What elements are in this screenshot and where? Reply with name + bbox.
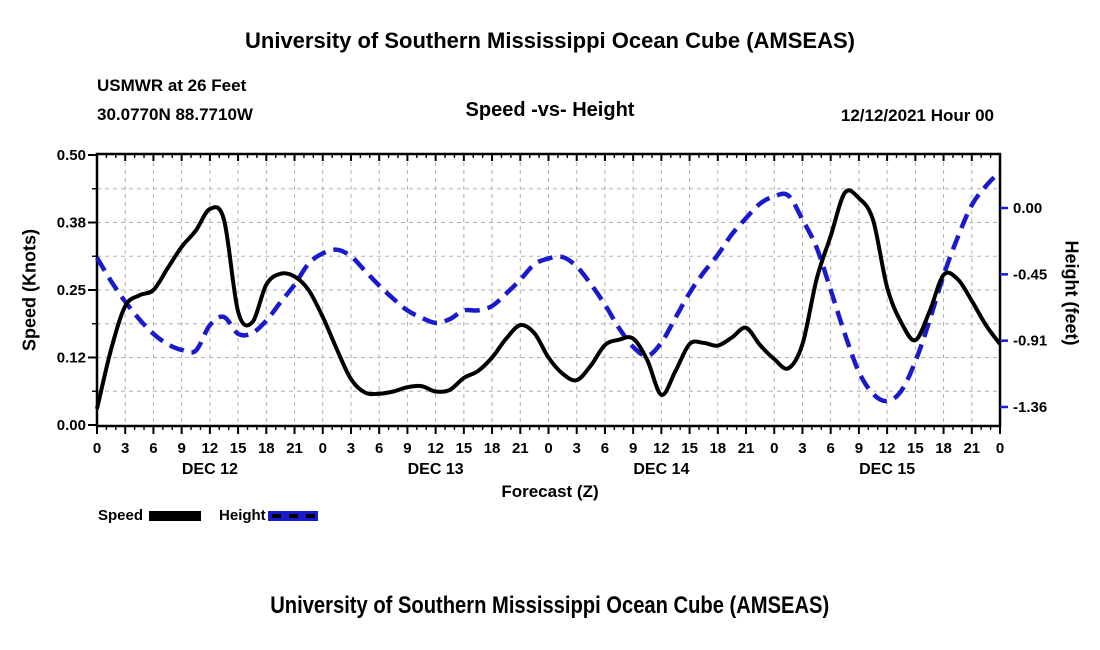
- right-tick-label: -1.36: [1013, 399, 1047, 416]
- left-tick-label: 0.12: [57, 350, 86, 367]
- page-title: University of Southern Mississippi Ocean…: [245, 28, 855, 53]
- x-tick-label: 15: [456, 440, 473, 457]
- height-line: [95, 169, 1002, 404]
- station-label: USMWR at 26 Feet: [97, 76, 247, 95]
- x-tick-label: 12: [879, 440, 896, 457]
- right-axis-title: Height (feet): [1061, 240, 1082, 346]
- x-tick-label: 9: [629, 440, 637, 457]
- day-label: DEC 13: [408, 461, 464, 478]
- x-tick-label: 18: [935, 440, 952, 457]
- day-label: DEC 12: [182, 461, 238, 478]
- chart-title: Speed -vs- Height: [465, 99, 635, 121]
- right-tick-label: 0.00: [1013, 200, 1042, 217]
- right-tick-label: -0.45: [1013, 266, 1047, 283]
- x-tick-label: 9: [855, 440, 863, 457]
- legend-speed-label: Speed: [98, 507, 144, 524]
- left-tick-label: 0.25: [57, 282, 86, 299]
- x-tick-label: 6: [149, 440, 157, 457]
- x-tick-label: 18: [484, 440, 501, 457]
- left-tick-label: 0.38: [57, 215, 86, 232]
- x-tick-label: 18: [258, 440, 275, 457]
- day-label: DEC 14: [633, 461, 689, 478]
- x-tick-label: 12: [202, 440, 219, 457]
- x-tick-label: 6: [827, 440, 835, 457]
- x-tick-label: 0: [544, 440, 552, 457]
- x-tick-label: 3: [347, 440, 355, 457]
- x-tick-label: 21: [286, 440, 303, 457]
- x-tick-label: 6: [601, 440, 609, 457]
- x-tick-label: 3: [573, 440, 581, 457]
- left-tick-label: 0.50: [57, 147, 86, 164]
- x-tick-label: 9: [403, 440, 411, 457]
- legend-speed-swatch: [149, 510, 202, 521]
- x-tick-label: 12: [653, 440, 670, 457]
- legend: Speed Height: [98, 507, 318, 524]
- legend-height-swatch: [267, 510, 318, 521]
- x-tick-label: 0: [996, 440, 1004, 457]
- x-axis-title: Forecast (Z): [501, 482, 599, 501]
- x-tick-label: 0: [770, 440, 778, 457]
- speed-line: [95, 188, 1002, 410]
- footer-title: University of Southern Mississippi Ocean…: [270, 592, 830, 619]
- left-axis-title: Speed (Knots): [19, 228, 40, 352]
- coordinates-label: 30.0770N 88.7710W: [97, 105, 253, 124]
- x-tick-label: 21: [512, 440, 529, 457]
- legend-height-label: Height: [219, 507, 266, 524]
- day-label: DEC 15: [859, 461, 915, 478]
- x-tick-label: 9: [177, 440, 185, 457]
- x-tick-label: 18: [709, 440, 726, 457]
- x-tick-label: 21: [963, 440, 980, 457]
- x-tick-label: 3: [798, 440, 806, 457]
- x-tick-label: 12: [427, 440, 444, 457]
- x-tick-label: 0: [319, 440, 327, 457]
- left-tick-label: 0.00: [57, 417, 86, 434]
- x-tick-label: 21: [738, 440, 755, 457]
- x-tick-label: 15: [230, 440, 247, 457]
- x-tick-label: 6: [375, 440, 383, 457]
- datetime-label: 12/12/2021 Hour 00: [840, 106, 994, 125]
- x-tick-label: 15: [681, 440, 698, 457]
- x-tick-label: 15: [907, 440, 924, 457]
- x-tick-label: 0: [93, 440, 101, 457]
- right-tick-label: -0.91: [1013, 333, 1047, 350]
- x-tick-label: 3: [121, 440, 129, 457]
